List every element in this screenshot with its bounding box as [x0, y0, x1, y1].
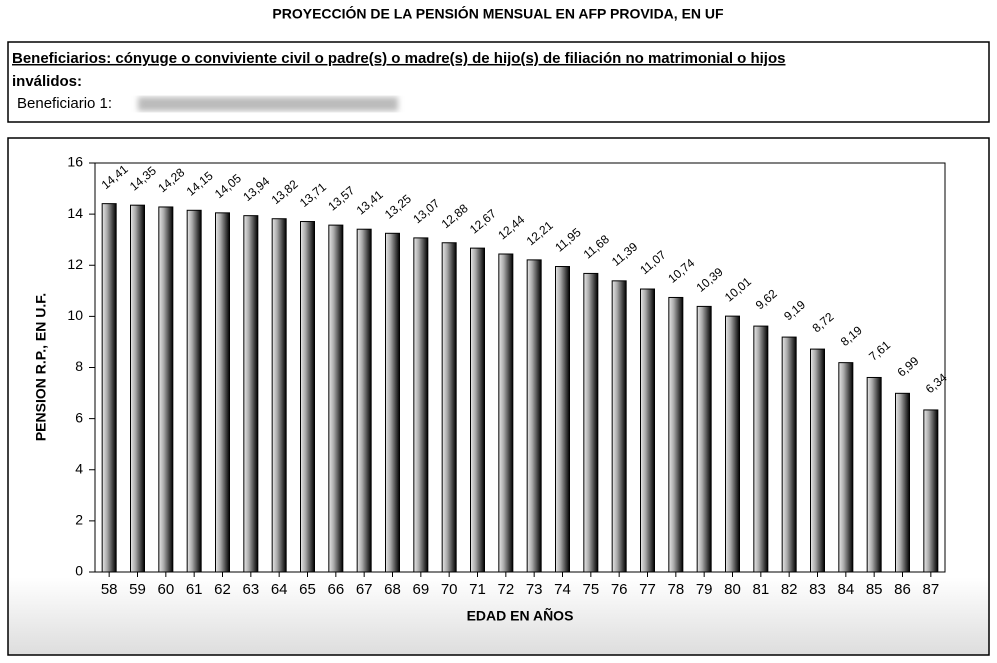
bar [186, 209, 202, 573]
title: PROYECCIÓN DE LA PENSIÓN MENSUAL EN AFP … [272, 5, 724, 22]
y-tick-label: 16 [67, 154, 83, 170]
bar [611, 280, 627, 573]
bar [781, 336, 797, 573]
x-tick-label: 76 [611, 581, 628, 598]
plot-area [94, 162, 946, 573]
x-tick-label: 69 [412, 581, 429, 598]
x-tick-label: 84 [837, 581, 854, 598]
bar [640, 288, 655, 573]
bar [555, 266, 570, 573]
bar [441, 242, 457, 573]
x-axis-title: EDAD EN AÑOS [467, 607, 574, 624]
y-tick-label: 0 [75, 563, 83, 579]
bar [300, 221, 315, 573]
x-tick-label: 70 [441, 581, 458, 598]
y-tick-label: 8 [75, 358, 83, 374]
x-tick-label: 61 [186, 581, 203, 598]
x-tick-label: 81 [752, 581, 769, 598]
bar [158, 206, 174, 573]
x-tick-label: 87 [922, 581, 939, 598]
x-tick-label: 80 [724, 581, 741, 598]
bar [838, 362, 854, 573]
y-tick-label: 12 [67, 256, 83, 272]
x-tick-label: 67 [356, 581, 373, 598]
x-tick-label: 66 [327, 581, 344, 598]
bar [385, 232, 400, 573]
x-tick-label: 82 [781, 581, 798, 598]
x-tick-label: 74 [554, 581, 571, 598]
y-axis-title: PENSION R.P., EN U.F. [33, 293, 49, 441]
x-tick-label: 65 [299, 581, 316, 598]
y-tick-label: 14 [67, 205, 83, 221]
x-tick-label: 77 [639, 581, 656, 598]
bar [725, 315, 740, 573]
beneficiaries-label-cont: inválidos: [12, 73, 82, 90]
bar [810, 348, 825, 573]
bar [753, 325, 769, 573]
bar [101, 203, 117, 573]
y-tick-label: 10 [67, 307, 83, 323]
x-tick-label: 85 [866, 581, 883, 598]
bar [130, 204, 145, 573]
bar [328, 224, 344, 573]
x-tick-label: 58 [101, 581, 118, 598]
x-tick-label: 71 [469, 581, 486, 598]
x-tick-label: 75 [582, 581, 599, 598]
x-tick-label: 86 [894, 581, 911, 598]
beneficiaries-label: Beneficiarios: cónyuge o conviviente civ… [12, 50, 785, 67]
x-tick-label: 72 [497, 581, 514, 598]
x-tick-label: 63 [242, 581, 259, 598]
y-tick-label: 2 [75, 512, 83, 528]
x-tick-label: 64 [271, 581, 288, 598]
x-tick-label: 60 [157, 581, 174, 598]
x-tick-label: 83 [809, 581, 826, 598]
bar [243, 215, 259, 573]
bar [215, 212, 230, 573]
bar [498, 253, 514, 573]
x-tick-label: 68 [384, 581, 401, 598]
bar [413, 237, 429, 573]
x-tick-label: 59 [129, 581, 146, 598]
bar [866, 376, 882, 573]
y-tick-label: 4 [75, 460, 83, 476]
bar [895, 392, 910, 573]
bar [583, 272, 599, 573]
bar [470, 247, 485, 573]
bar [923, 409, 939, 573]
y-tick-label: 6 [75, 409, 83, 425]
x-tick-label: 62 [214, 581, 231, 598]
blurred-name [138, 97, 398, 111]
bar [526, 259, 542, 573]
bar [668, 296, 684, 573]
beneficiary-label: Beneficiario 1: [17, 95, 112, 112]
x-tick-label: 73 [526, 581, 543, 598]
x-tick-label: 78 [667, 581, 684, 598]
bar [271, 218, 287, 573]
beneficiary-box [7, 41, 990, 123]
bar [696, 305, 712, 573]
x-tick-label: 79 [696, 581, 713, 598]
bar [356, 228, 372, 573]
